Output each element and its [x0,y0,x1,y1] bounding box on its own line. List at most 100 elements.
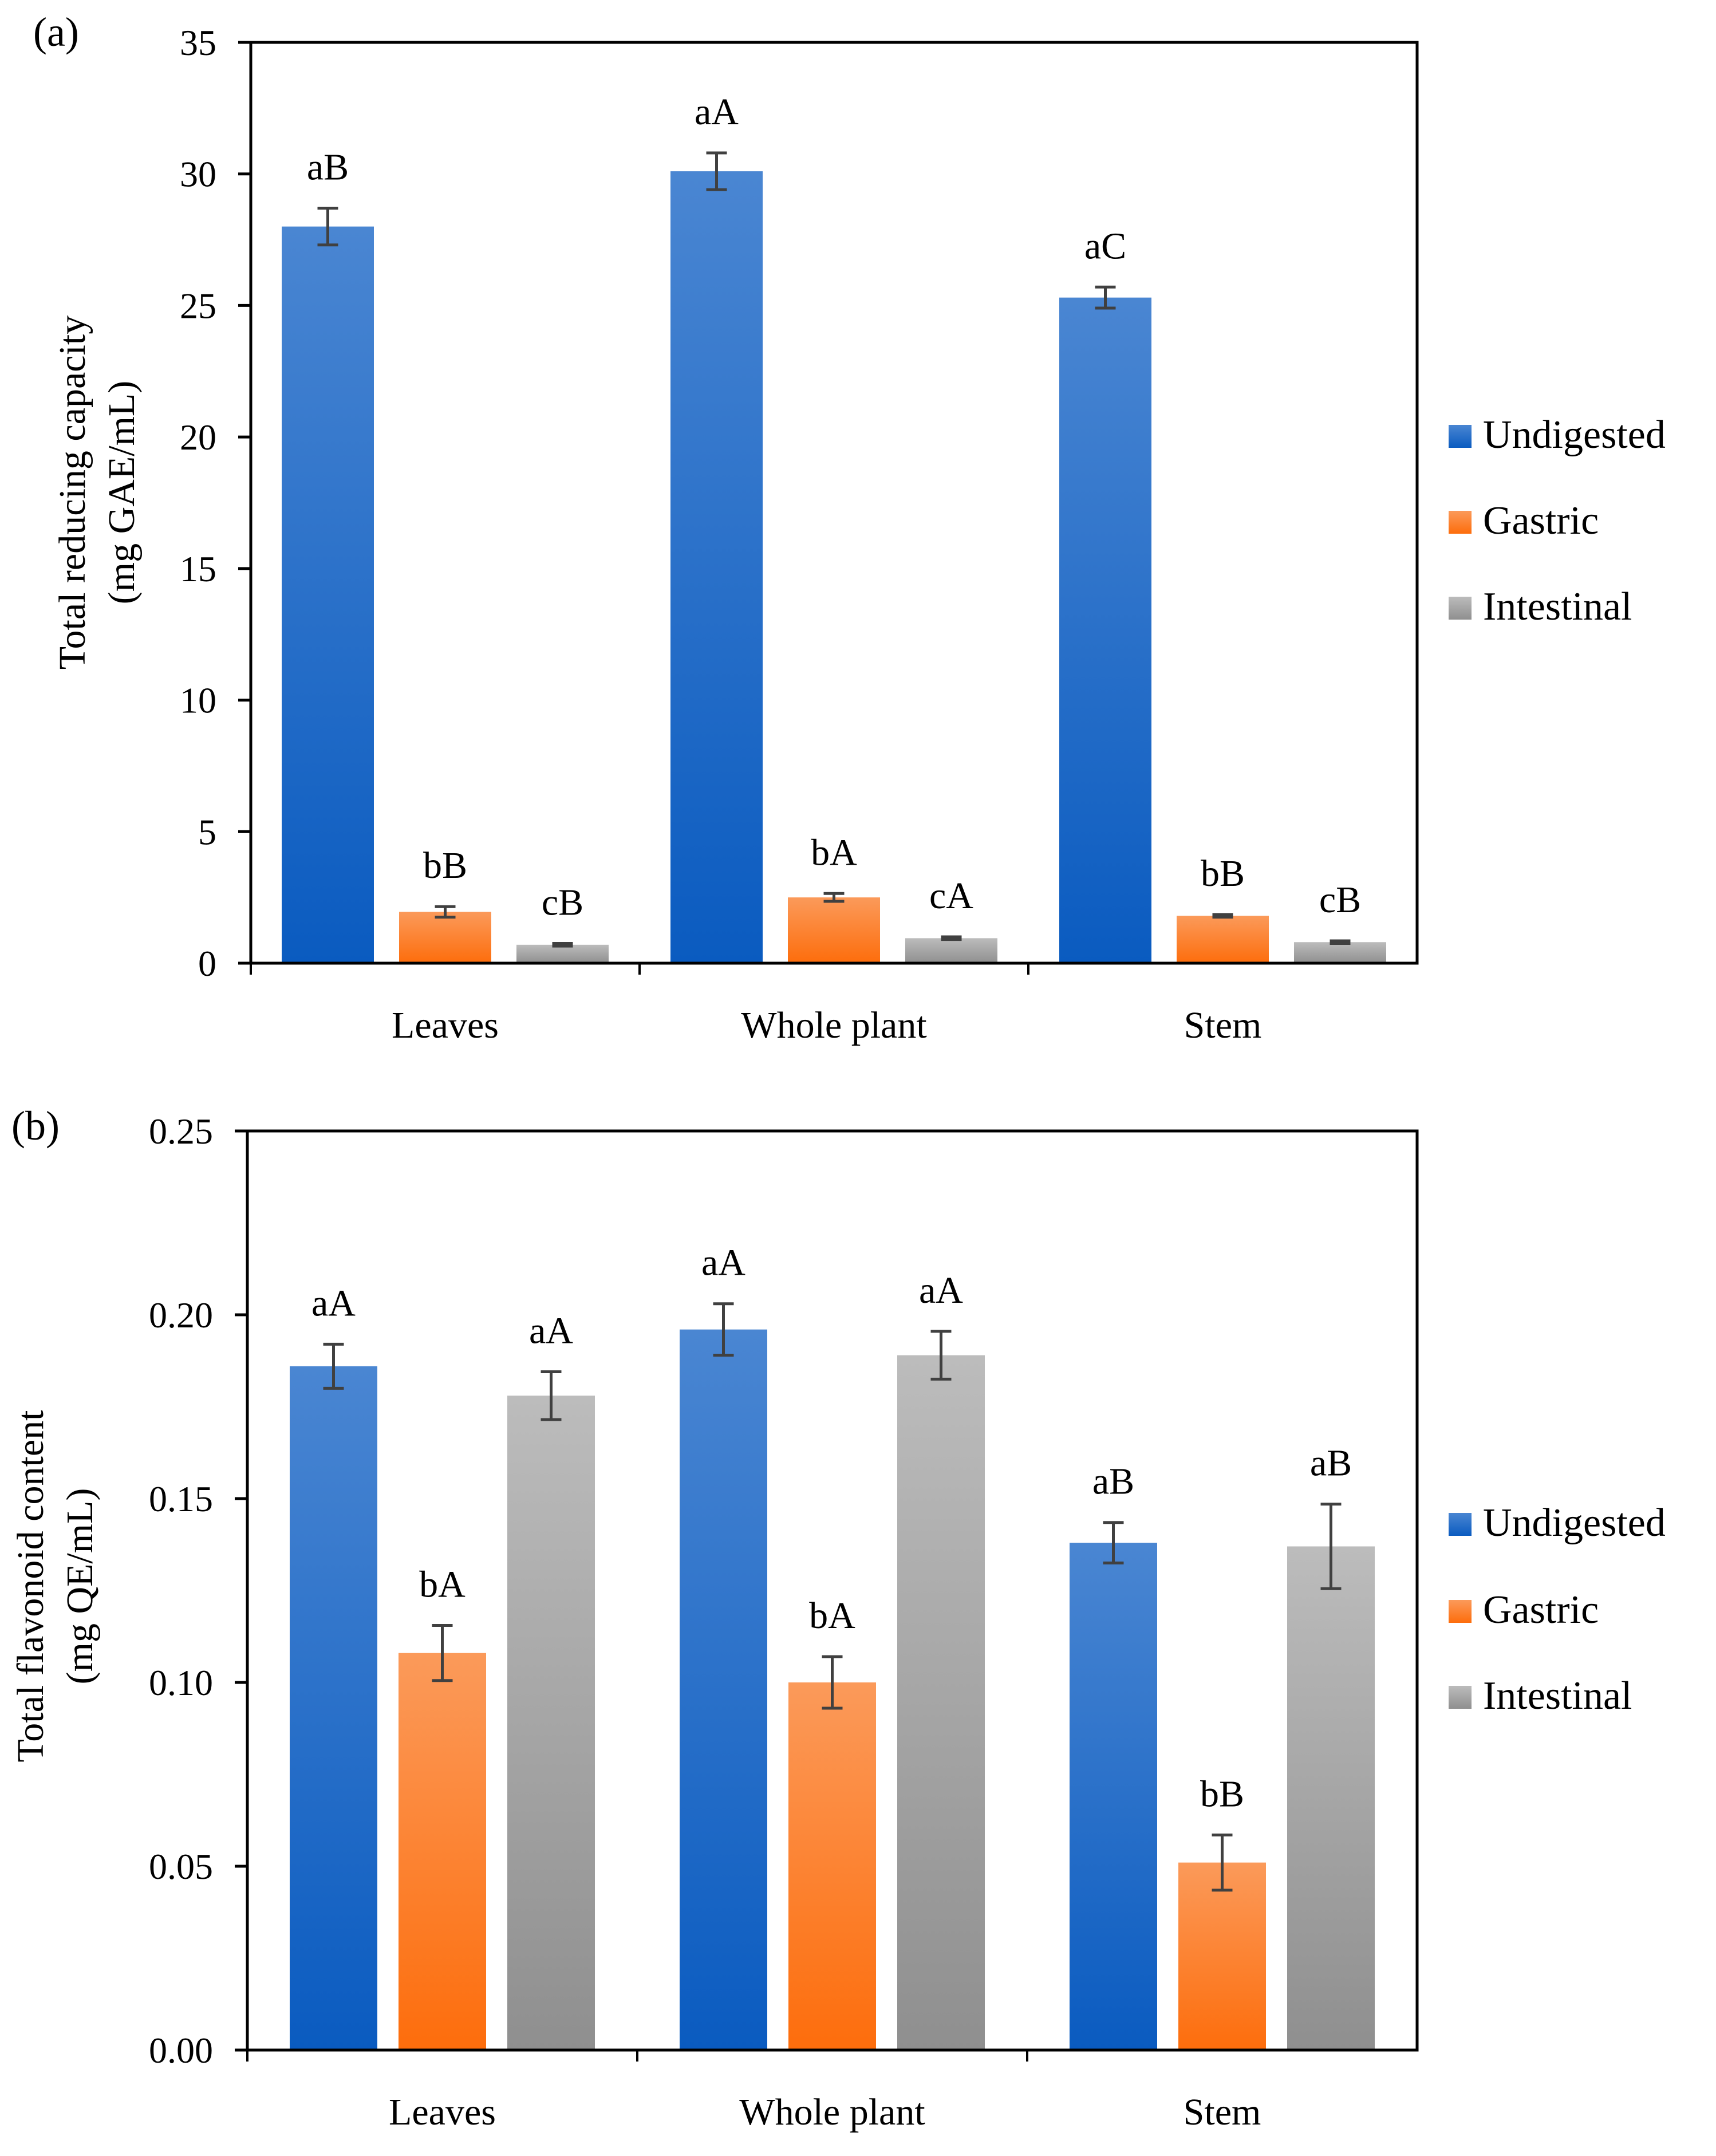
panel-a-category-label: Leaves [392,1004,499,1046]
panel-a-bar-undigested [282,226,374,964]
panel-a-ytick-label: 10 [180,680,216,721]
panel-a-category-label: Whole plant [741,1004,926,1046]
panel-a-ytick-label: 0 [198,943,216,984]
panel-b-legend: Undigested Gastric Intestinal [1449,1501,1666,1718]
panel-b-label: (b) [11,1103,60,1149]
panel-a-ytick-label: 15 [180,549,216,589]
panel-b-bar-undigested [1070,1543,1157,2050]
panel-b-significance-letter: aA [311,1282,356,1324]
panel-a-legend-label-undigested: Undigested [1483,413,1666,457]
panel-b-bar-intestinal [1287,1546,1375,2050]
panel-a-ytick-label: 25 [180,285,216,326]
panel-b-error-bar [1212,1833,1233,1892]
panel-b-ylabel: Total flavonoid content (mg QE/mL) [10,1410,101,1763]
panel-b-bar-gastric [399,1653,486,2050]
panel-b-significance-letter: aA [529,1310,573,1352]
panel-b-bar-gastric [1178,1862,1266,2050]
panel-a-bar-intestinal [905,938,997,963]
panel-b-chart: (b) Total flavonoid content (mg QE/mL) 0… [10,1103,1666,2133]
panel-b-category-label: Stem [1184,2091,1261,2133]
panel-a-error-bar [1095,285,1116,310]
panel-b-bar-intestinal [507,1396,595,2050]
panel-a-significance-letter: cA [929,875,973,917]
panel-a-bar-intestinal [516,944,609,963]
panel-a-error-bar [435,905,456,919]
panel-b-error-bar [432,1623,453,1682]
panel-b-legend-swatch-intestinal [1449,1686,1472,1709]
panel-b-error-bar [930,1330,952,1381]
panel-a-error-bar [941,935,962,941]
panel-b-significance-letter: bA [419,1563,466,1605]
panel-a-legend-swatch-intestinal [1449,597,1472,620]
panel-b-significance-letter: bB [1200,1773,1244,1815]
panel-a-legend-label-intestinal: Intestinal [1483,585,1632,629]
panel-b-category-label: Whole plant [739,2091,925,2133]
panel-a-significance-letter: cB [542,882,583,924]
panel-a-ytick-label: 35 [180,22,216,63]
panel-b-significance-letter: bA [809,1595,855,1637]
panel-a-ylabel: Total reducing capacity (mg GAE/mL) [52,316,143,669]
panel-a-significance-letter: bB [1201,853,1245,894]
panel-a-error-bar [706,151,727,191]
panel-a-category-label: Stem [1184,1004,1262,1046]
panel-a-error-bar [1212,913,1233,919]
panel-b-ytick-label: 0.00 [149,2030,213,2071]
panel-a-ytick-label: 20 [180,417,216,458]
panel-a-bar-gastric [399,912,491,963]
panel-b-ylabel-line2: (mg QE/mL) [59,1488,101,1685]
panel-a-bar-gastric [788,897,880,963]
panel-b-significance-letter: aA [919,1270,963,1311]
panel-a-significance-letter: aB [307,146,349,188]
panel-b-ytick-label: 0.25 [149,1111,213,1152]
panel-a-label: (a) [33,9,79,55]
panel-a-ylabel-line2: (mg GAE/mL) [101,381,143,604]
panel-b-error-bar [822,1655,843,1710]
panel-a-error-bar [1330,939,1351,945]
panel-b-ytick-label: 0.10 [149,1662,213,1703]
panel-b-ylabel-line1: Total flavonoid content [10,1410,52,1763]
panel-b-ytick-label: 0.20 [149,1295,213,1335]
panel-a-ylabel-line1: Total reducing capacity [52,316,93,669]
panel-b-bar-undigested [290,1366,377,2050]
panel-a-error-bar [823,892,845,903]
panel-b-bar-undigested [680,1329,767,2050]
panel-a-legend-swatch-gastric [1449,511,1472,534]
panel-b-error-bar [713,1302,734,1357]
panel-a-ytick-label: 5 [198,811,216,852]
panel-b-legend-swatch-gastric [1449,1600,1472,1623]
panel-b-legend-label-gastric: Gastric [1483,1588,1599,1632]
panel-b-category-label: Leaves [389,2091,496,2133]
panel-a-chart: (a) Total reducing capacity (mg GAE/mL) … [33,9,1666,1046]
panel-b-bar-gastric [788,1682,876,2050]
panel-b-significance-letter: aB [1310,1442,1352,1484]
panel-a-significance-letter: bB [423,845,467,886]
panel-a-bar-gastric [1177,916,1269,963]
panel-a-plot-frame [249,41,1419,965]
panel-b-error-bar [1103,1521,1124,1564]
panel-a-significance-letter: cB [1319,879,1361,921]
panel-b-legend-label-intestinal: Intestinal [1483,1674,1632,1718]
panel-a-error-bar [552,942,573,948]
panel-a-significance-letter: aA [695,91,739,133]
panel-b-significance-letter: aA [701,1242,745,1284]
panel-b-bar-intestinal [897,1355,985,2050]
panel-b-significance-letter: aB [1092,1461,1134,1503]
panel-a-legend: Undigested Gastric Intestinal [1449,413,1666,629]
panel-a-error-bar [317,206,338,247]
panel-b-error-bar [541,1370,562,1421]
panel-a-bar-undigested [1059,297,1151,963]
panel-b-legend-swatch-undigested [1449,1513,1472,1536]
panel-a-bar-undigested [670,171,763,963]
panel-a-significance-letter: aC [1084,225,1126,267]
panel-a-ytick-label: 30 [180,154,216,195]
panel-b-ytick-label: 0.15 [149,1479,213,1519]
panel-a-legend-swatch-undigested [1449,425,1472,448]
panel-b-plot-frame [246,1129,1419,2052]
panel-b-ytick-label: 0.05 [149,1846,213,1887]
panel-a-bar-intestinal [1294,942,1386,963]
panel-a-significance-letter: bA [811,831,857,873]
panel-a-legend-label-gastric: Gastric [1483,499,1599,543]
panel-b-legend-label-undigested: Undigested [1483,1501,1666,1545]
panel-b-error-bar [323,1342,344,1390]
